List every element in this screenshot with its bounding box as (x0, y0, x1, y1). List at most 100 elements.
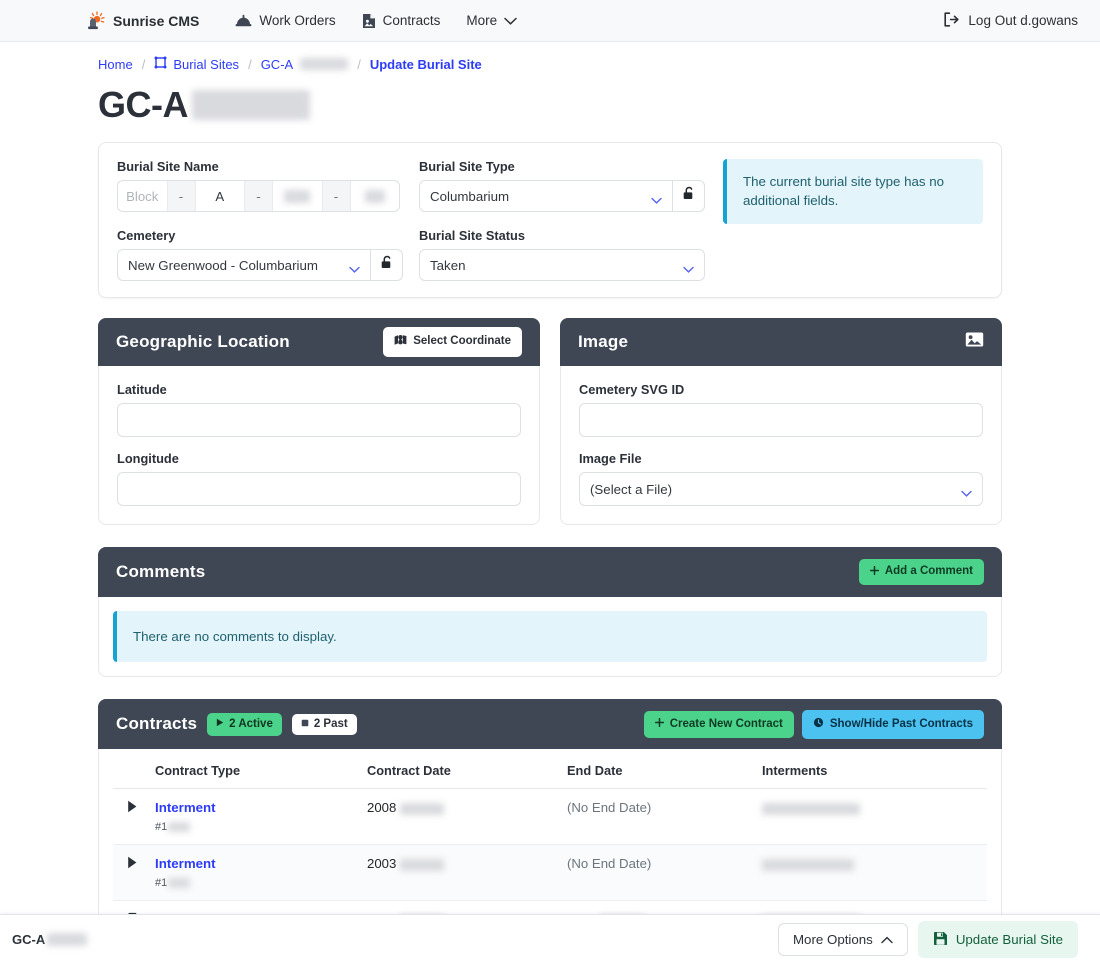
name-separator: - (167, 181, 196, 211)
name-segment-section[interactable]: A (196, 181, 245, 211)
name-segment-redacted-2[interactable] (351, 181, 400, 211)
cemetery-svg-id-input[interactable] (579, 403, 983, 437)
chevron-down-icon (349, 262, 360, 273)
image-title: Image (578, 332, 629, 351)
comments-header: Comments Add a Comment (98, 547, 1002, 597)
logout-label: Log Out d.gowans (968, 13, 1078, 28)
chevron-down-icon (961, 486, 972, 497)
nav-item-more[interactable]: More (466, 13, 531, 28)
add-comment-button[interactable]: Add a Comment (858, 558, 984, 586)
contracts-header: Contracts 2 Active 2 Past (98, 699, 1002, 750)
select-coordinate-label: Select Coordinate (413, 335, 511, 348)
redacted-value (168, 822, 191, 833)
cemetery-lock-button[interactable] (371, 249, 403, 281)
image-icon (965, 331, 984, 353)
chevron-up-icon (881, 933, 893, 946)
column-contract-type: Contract Type (155, 753, 367, 790)
details-col-middle: Burial Site Type Columbarium (411, 159, 713, 281)
redacted-value (284, 189, 311, 203)
burial-site-type-label: Burial Site Type (419, 159, 515, 174)
cemetery-svg-id-label: Cemetery SVG ID (579, 382, 685, 397)
column-contract-date: Contract Date (367, 753, 567, 790)
nav-item-label: Contracts (382, 13, 441, 28)
breadcrumb-burial-sites-label: Burial Sites (173, 56, 240, 72)
name-segment-block[interactable]: Block (118, 181, 168, 211)
redacted-value (400, 858, 445, 871)
row-expander[interactable] (113, 844, 155, 902)
breadcrumb-home[interactable]: Home (98, 56, 133, 72)
redacted-value (364, 189, 385, 203)
badge-active-label: 2 Active (229, 717, 273, 730)
update-burial-site-button[interactable]: Update Burial Site (917, 920, 1078, 959)
plus-icon (869, 565, 879, 579)
name-segment-redacted-1[interactable] (273, 181, 323, 211)
bottom-action-bar: GC-A More Options Update Burial Site (0, 914, 1100, 964)
contract-sub-id-prefix: #1 (155, 877, 168, 890)
burial-site-type-select[interactable]: Columbarium (419, 180, 673, 212)
latitude-input[interactable] (117, 403, 521, 437)
burial-site-icon (154, 56, 167, 72)
select-coordinate-button[interactable]: Select Coordinate (383, 327, 522, 357)
more-options-button[interactable]: More Options (777, 922, 908, 957)
redacted-value (168, 878, 191, 889)
column-expander (113, 753, 155, 790)
burial-site-status-select[interactable]: Taken (419, 249, 705, 281)
burial-site-details-card: Burial Site Name Block - A - - Cemetery … (98, 142, 1002, 298)
column-interments: Interments (762, 753, 987, 790)
breadcrumb-burial-sites[interactable]: Burial Sites (154, 56, 239, 72)
burial-site-name-input-group[interactable]: Block - A - - (117, 180, 400, 212)
show-hide-past-contracts-button[interactable]: Show/Hide Past Contracts (801, 710, 984, 739)
chevron-down-icon (683, 262, 694, 273)
breadcrumb-site[interactable]: GC-A (261, 57, 349, 72)
table-row[interactable]: Interment #1 2008 (No End Date) (113, 788, 987, 846)
redacted-value (400, 802, 445, 815)
show-hide-past-contracts-label: Show/Hide Past Contracts (829, 717, 973, 730)
image-file-select[interactable]: (Select a File) (579, 472, 983, 506)
add-comment-label: Add a Comment (884, 565, 973, 578)
nav-brand-sunrise-cms[interactable]: Sunrise CMS (86, 10, 213, 31)
contracts-actions: Create New Contract Show/Hide Past Contr… (643, 710, 984, 739)
save-icon (933, 931, 948, 948)
contract-sub-id: #1 (155, 821, 359, 833)
breadcrumb-separator: / (248, 56, 252, 72)
cell-contract-type: Interment #1 (155, 844, 367, 902)
nav-item-contracts[interactable]: Contracts (362, 13, 455, 29)
breadcrumb-current: Update Burial Site (369, 56, 482, 72)
cemetery-value: New Greenwood - Columbarium (128, 257, 318, 273)
table-row[interactable]: Interment #1 2003 (No End Date) (113, 844, 987, 902)
image-body: Cemetery SVG ID Image File (Select a Fil… (560, 366, 1002, 525)
chevron-down-icon (504, 17, 517, 25)
row-expander[interactable] (113, 788, 155, 846)
comments-body: There are no comments to display. (98, 597, 1002, 678)
redacted-site-id (300, 58, 349, 70)
page-title: GC-A (0, 72, 1100, 126)
longitude-input[interactable] (117, 472, 521, 506)
hard-hat-icon (235, 13, 252, 28)
contracts-body: Contract Type Contract Date End Date Int… (98, 749, 1002, 941)
create-new-contract-button[interactable]: Create New Contract (643, 711, 794, 738)
plus-icon (654, 717, 664, 731)
longitude-label: Longitude (117, 451, 179, 466)
image-header: Image (560, 318, 1002, 366)
clock-icon (813, 717, 824, 732)
geographic-location-body: Latitude Longitude (98, 366, 540, 525)
geographic-location-card: Geographic Location Select Coordinate La… (98, 318, 540, 525)
cell-interments (762, 788, 987, 846)
logout-button[interactable]: Log Out d.gowans (943, 0, 1078, 41)
cemetery-select[interactable]: New Greenwood - Columbarium (117, 249, 371, 281)
burial-site-type-lock-button[interactable] (673, 180, 705, 212)
contract-type-link[interactable]: Interment (155, 856, 216, 872)
nav-item-work-orders[interactable]: Work Orders (235, 13, 349, 28)
nav-item-label: More (466, 13, 498, 28)
badge-past-label: 2 Past (313, 717, 348, 730)
sunrise-logo-icon (86, 10, 106, 31)
breadcrumb-site-label: GC-A (260, 56, 294, 72)
contracts-title-group: Contracts 2 Active 2 Past (116, 713, 357, 736)
badge-past-contracts: 2 Past (291, 713, 357, 736)
contract-type-link[interactable]: Interment (155, 800, 216, 816)
cell-interments (762, 844, 987, 902)
update-burial-site-label: Update Burial Site (955, 931, 1063, 947)
cell-contract-date: 2008 (367, 788, 567, 846)
document-icon (362, 13, 376, 29)
unlock-icon (682, 186, 696, 206)
